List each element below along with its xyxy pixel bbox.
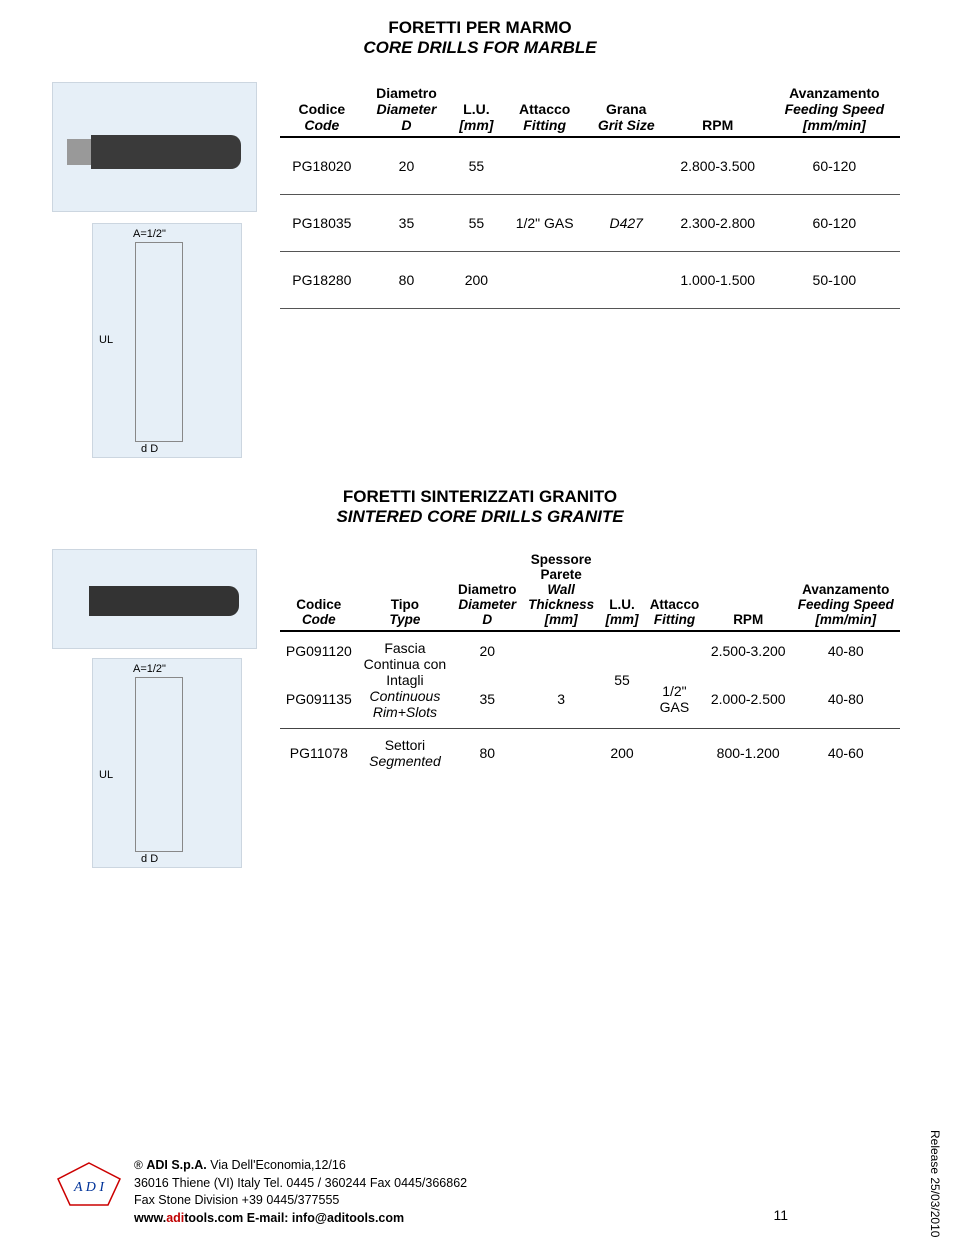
title2-it: FORETTI SINTERIZZATI GRANITO bbox=[0, 487, 960, 507]
section-1: A=1/2" UL d D CodiceCode DiametroDiamete… bbox=[0, 82, 960, 461]
diagram-label-a: A=1/2" bbox=[133, 663, 166, 675]
section-2: A=1/2" UL d D CodiceCode TipoType Diamet… bbox=[0, 549, 960, 871]
col-grit: GranaGrit Size bbox=[586, 82, 667, 137]
diagram-column-2: A=1/2" UL d D bbox=[0, 549, 280, 871]
diagram-label-d: d D bbox=[141, 853, 158, 865]
col-feed: AvanzamentoFeeding Speed[mm/min] bbox=[792, 549, 900, 631]
page-title-section-1: FORETTI PER MARMO CORE DRILLS FOR MARBLE bbox=[0, 18, 960, 58]
registered-icon: ® bbox=[134, 1158, 143, 1172]
svg-text:A D I: A D I bbox=[73, 1180, 105, 1195]
release-date: Release 25/03/2010 bbox=[928, 1130, 942, 1237]
technical-diagram-1: A=1/2" UL d D bbox=[92, 223, 242, 458]
table-row: PG1802020552.800-3.50060-120 bbox=[280, 137, 900, 195]
col-code: CodiceCode bbox=[280, 549, 358, 631]
table-row: PG18280802001.000-1.50050-100 bbox=[280, 252, 900, 309]
table-2-container: CodiceCode TipoType DiametroDiameterD Sp… bbox=[280, 549, 960, 871]
type-cell: SettoriSegmented bbox=[358, 729, 453, 778]
table-header-row: CodiceCode DiametroDiameterD L.U.[mm] At… bbox=[280, 82, 900, 137]
col-diameter: DiametroDiameterD bbox=[364, 82, 449, 137]
page-title-section-2: FORETTI SINTERIZZATI GRANITO SINTERED CO… bbox=[0, 487, 960, 527]
technical-diagram-2: A=1/2" UL d D bbox=[92, 658, 242, 868]
diagram-label-ul: UL bbox=[99, 334, 113, 346]
title-en: CORE DRILLS FOR MARBLE bbox=[0, 38, 960, 58]
table-marble-drills: CodiceCode DiametroDiameterD L.U.[mm] At… bbox=[280, 82, 900, 309]
table-1-container: CodiceCode DiametroDiameterD L.U.[mm] At… bbox=[280, 82, 960, 461]
col-fitting: AttaccoFitting bbox=[644, 549, 705, 631]
col-type: TipoType bbox=[358, 549, 453, 631]
col-lu: L.U.[mm] bbox=[600, 549, 644, 631]
table-row: PG1803535551/2" GASD4272.300-2.80060-120 bbox=[280, 195, 900, 252]
table-row: PG091120 FasciaContinua conIntagliContin… bbox=[280, 631, 900, 670]
company-name: ADI S.p.A. bbox=[146, 1158, 206, 1172]
address-line-1: Via Dell'Economia,12/16 bbox=[210, 1158, 346, 1172]
address-line-3: Fax Stone Division +39 0445/377555 bbox=[134, 1193, 339, 1207]
col-lu: L.U.[mm] bbox=[449, 82, 503, 137]
page-footer: A D I ® ADI S.p.A. Via Dell'Economia,12/… bbox=[52, 1157, 908, 1227]
diagram-label-a: A=1/2" bbox=[133, 228, 166, 240]
title2-en: SINTERED CORE DRILLS GRANITE bbox=[0, 507, 960, 527]
type-cell: FasciaContinua conIntagliContinuousRim+S… bbox=[358, 631, 453, 729]
col-feed: AvanzamentoFeeding Speed[mm/min] bbox=[769, 82, 900, 137]
address-line-2: 36016 Thiene (VI) Italy Tel. 0445 / 3602… bbox=[134, 1176, 467, 1190]
diagram-column-1: A=1/2" UL d D bbox=[0, 82, 280, 461]
col-fitting: AttaccoFitting bbox=[504, 82, 586, 137]
adi-logo: A D I bbox=[52, 1157, 126, 1213]
product-photo-2 bbox=[52, 549, 257, 649]
table-granite-drills: CodiceCode TipoType DiametroDiameterD Sp… bbox=[280, 549, 900, 777]
col-rpm: RPM bbox=[667, 82, 769, 137]
diagram-label-d: d D bbox=[141, 443, 158, 455]
col-rpm: RPM bbox=[705, 549, 792, 631]
table-header-row: CodiceCode TipoType DiametroDiameterD Sp… bbox=[280, 549, 900, 631]
table-row: PG11078 SettoriSegmented 80 200 800-1.20… bbox=[280, 729, 900, 778]
email: E-mail: info@aditools.com bbox=[247, 1211, 404, 1225]
col-wall: SpessorePareteWallThickness[mm] bbox=[522, 549, 600, 631]
col-diameter: DiametroDiameterD bbox=[452, 549, 522, 631]
page-number: 11 bbox=[773, 1207, 788, 1223]
title-it: FORETTI PER MARMO bbox=[0, 18, 960, 38]
footer-text: ® ADI S.p.A. Via Dell'Economia,12/16 360… bbox=[134, 1157, 467, 1227]
product-photo-1 bbox=[52, 82, 257, 212]
website: www.aditools.com bbox=[134, 1211, 247, 1225]
diagram-label-ul: UL bbox=[99, 769, 113, 781]
col-code: CodiceCode bbox=[280, 82, 364, 137]
